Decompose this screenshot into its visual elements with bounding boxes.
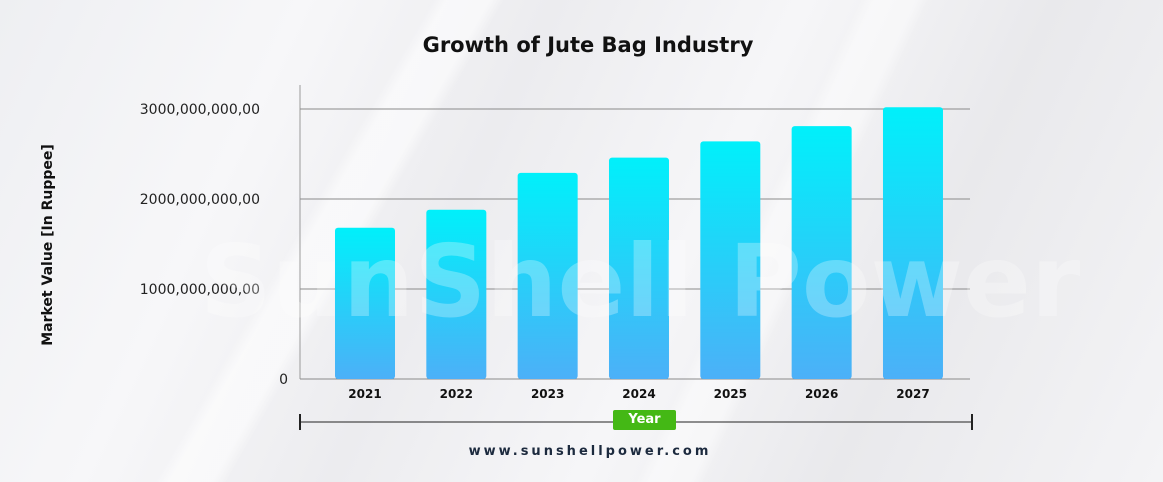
bar-2023 [517, 172, 578, 379]
y-tick-label: 0 [279, 372, 288, 388]
bar-2021 [335, 227, 395, 379]
x-tick-label: 2027 [896, 387, 929, 401]
x-tick-label: 2021 [348, 387, 381, 401]
x-tick-label: 2026 [805, 387, 838, 401]
bar-2027 [882, 107, 943, 379]
x-tick-label: 2025 [714, 387, 747, 401]
y-tick-label: 2000,000,000,00 [140, 192, 260, 208]
bar-2022 [426, 209, 487, 379]
x-tick-label: 2023 [531, 387, 564, 401]
x-tick-label: 2022 [440, 387, 473, 401]
y-tick-label: 3000,000,000,00 [140, 102, 260, 118]
website-url[interactable]: www.sunshellpower.com [468, 444, 712, 459]
bar-2024 [608, 157, 669, 379]
y-tick-label: 1000,000,000,00 [140, 282, 260, 298]
x-tick-labels: 2021 2022 2023 2024 2025 2026 2027 [348, 387, 929, 401]
x-tick-label: 2024 [622, 387, 655, 401]
bar-2026 [791, 126, 852, 379]
bar-2025 [700, 141, 761, 379]
y-tick-labels: 0 1000,000,000,00 2000,000,000,00 3000,000,… [140, 102, 288, 388]
watermark: SunShell Power [200, 223, 1081, 340]
x-axis-label: Year [613, 410, 676, 430]
chart-title: Growth of Jute Bag Industry [422, 33, 754, 57]
bars [335, 107, 943, 379]
